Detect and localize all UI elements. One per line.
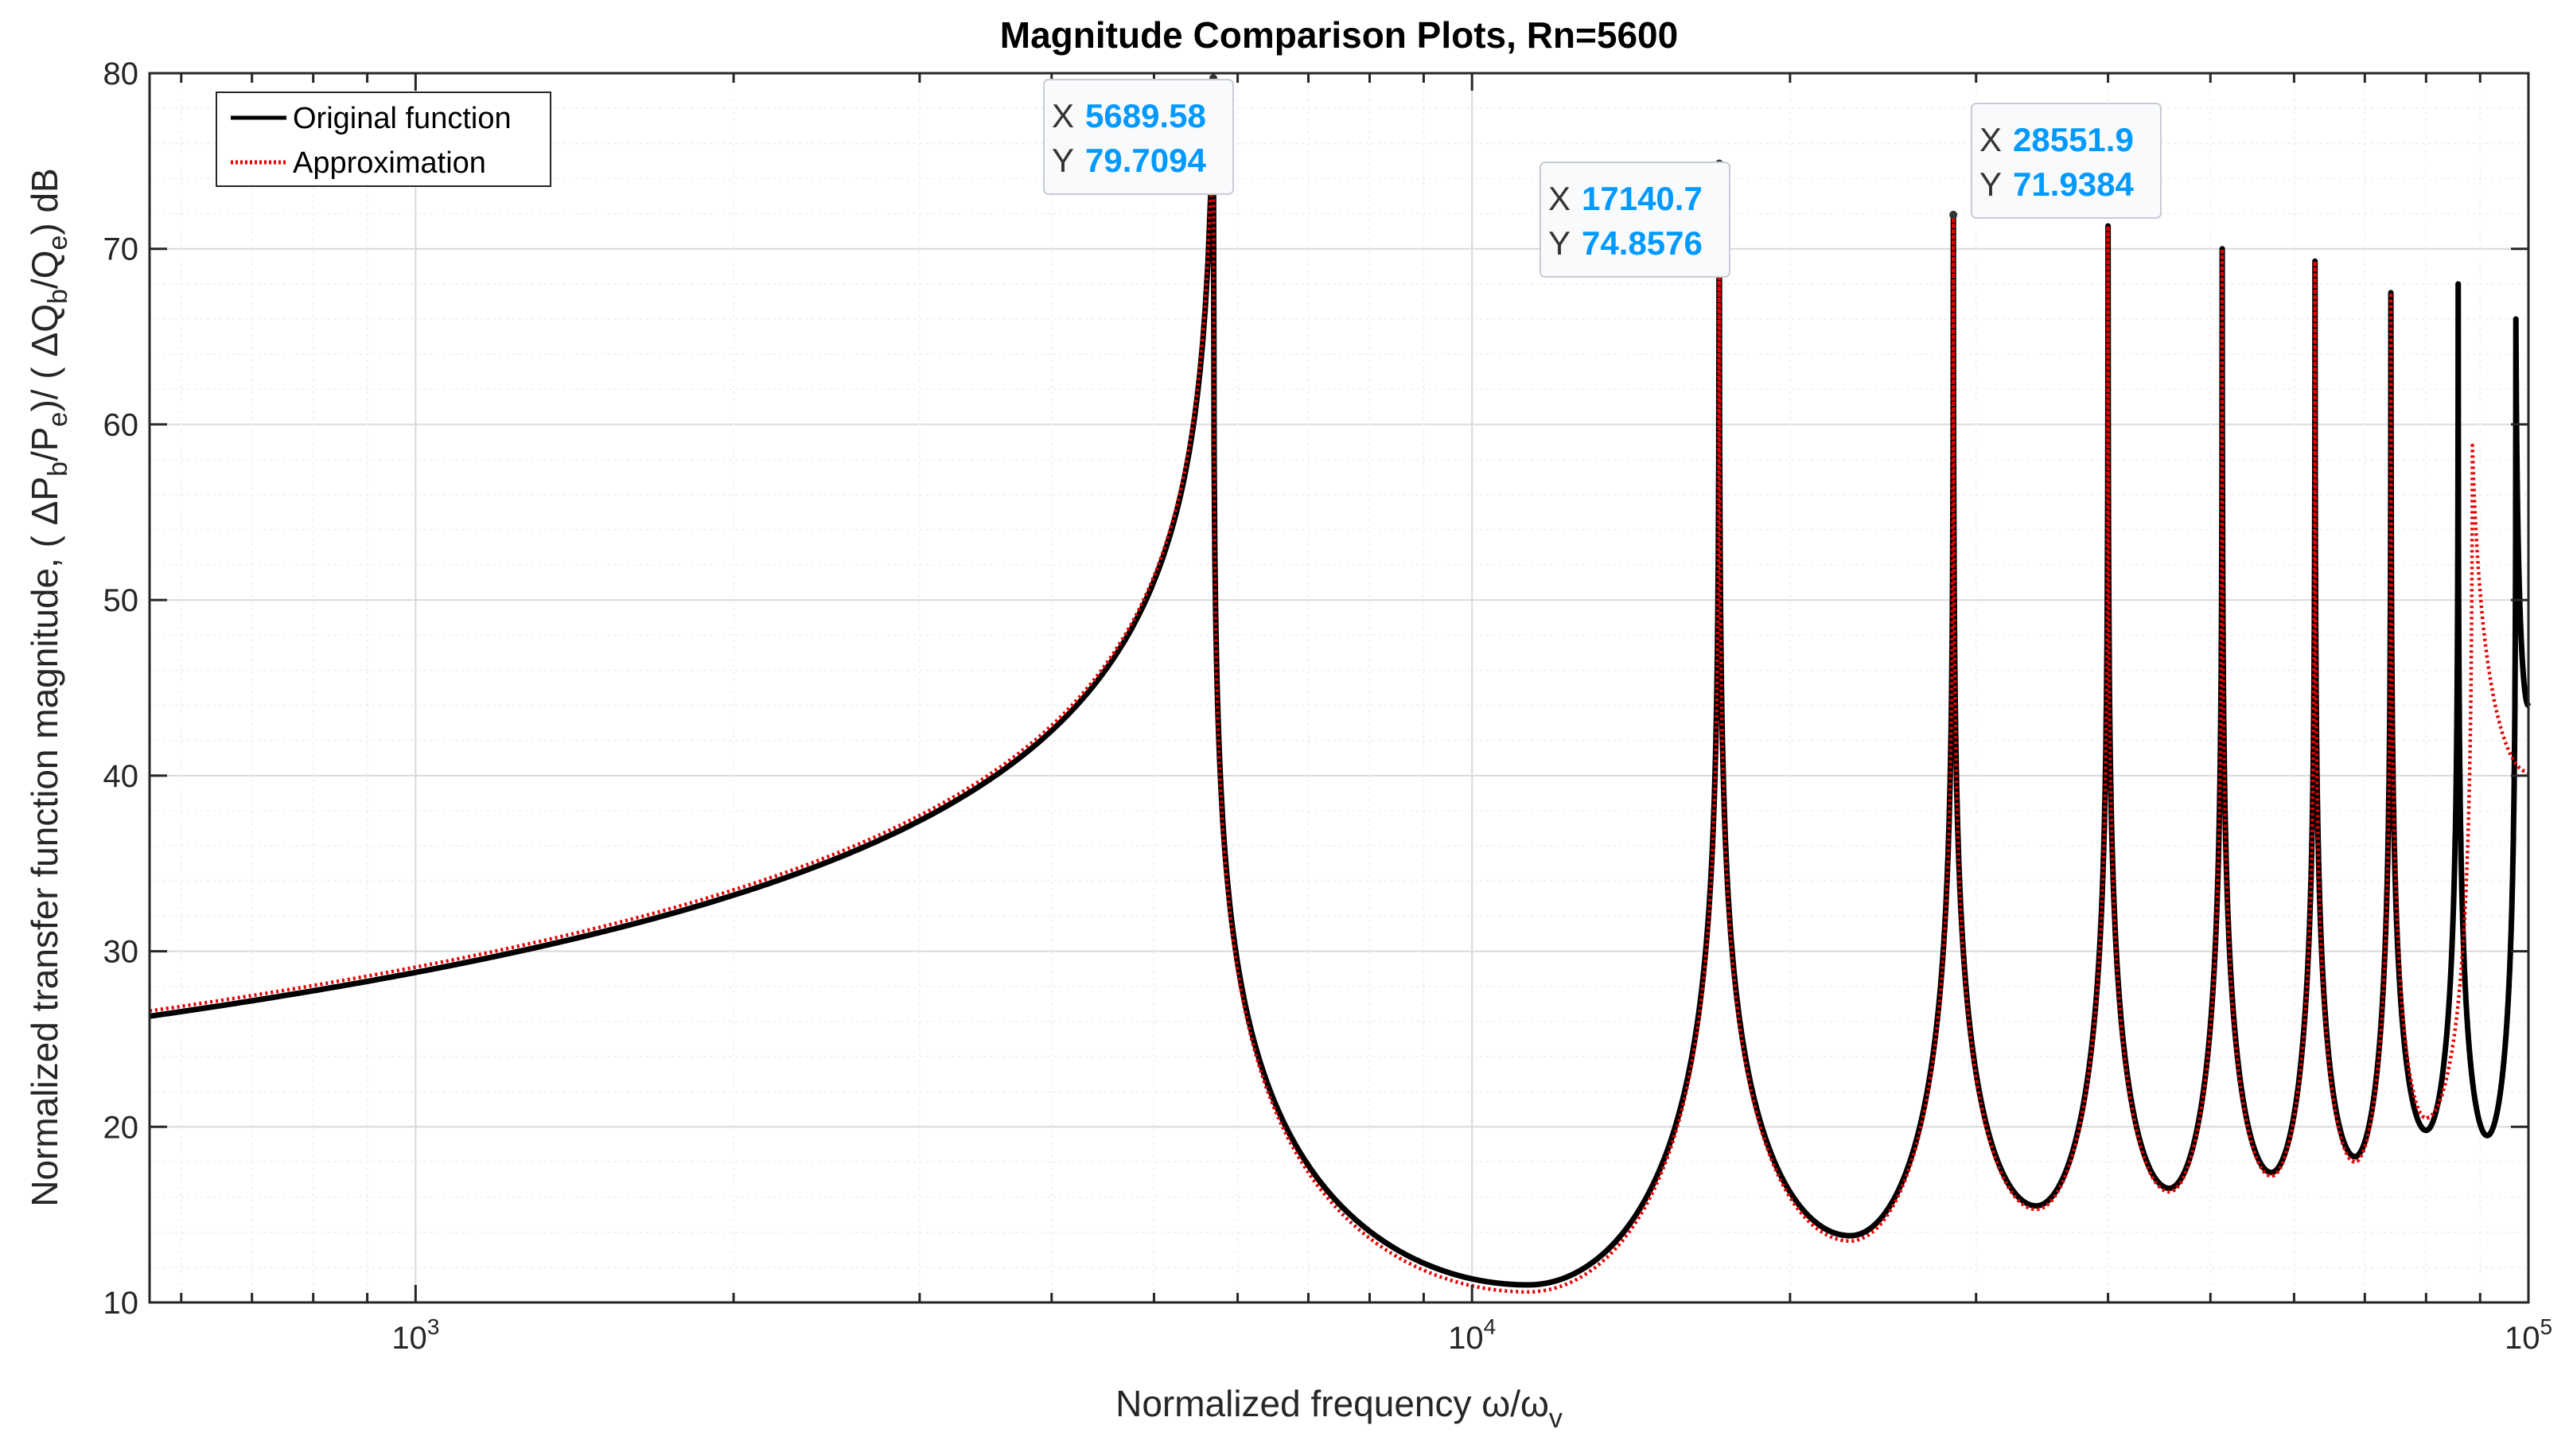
legend-label: Original function bbox=[293, 102, 512, 135]
plot-area bbox=[150, 73, 2528, 1302]
datatip-box bbox=[1540, 162, 1730, 278]
datatip-marker[interactable] bbox=[1949, 210, 1958, 219]
datatip-y-value: 71.9384 bbox=[2013, 165, 2134, 203]
y-tick-label: 30 bbox=[103, 935, 139, 970]
y-tick-label: 80 bbox=[103, 56, 139, 91]
datatip-x-key: X bbox=[1052, 97, 1074, 134]
datatip[interactable]: X 28551.9 Y 71.9384 bbox=[1971, 103, 2162, 219]
datatip-x-value: 5689.58 bbox=[1085, 97, 1206, 134]
legend-box bbox=[216, 91, 551, 187]
datatip-x-value: 28551.9 bbox=[2013, 121, 2134, 158]
x-tick-label: 104 bbox=[1448, 1314, 1496, 1356]
x-axis-label: Normalized frequency ω/ωv bbox=[1115, 1383, 1563, 1434]
grid-lines bbox=[150, 72, 2529, 1303]
chart-title: Magnitude Comparison Plots, Rn=5600 bbox=[1000, 14, 1678, 56]
legend-label: Approximation bbox=[293, 146, 486, 180]
y-tick-label: 60 bbox=[103, 407, 139, 442]
datatips[interactable]: X 5689.58 Y 79.7094 X 17140.7 Y 74.8576 X 28551.9… bbox=[1043, 74, 2162, 278]
datatip-box bbox=[1971, 103, 2162, 219]
datatip-y-value: 79.7094 bbox=[1085, 142, 1206, 179]
y-axis-label: Normalized transfer function magnitude, … bbox=[24, 168, 73, 1207]
datatip[interactable]: X 17140.7 Y 74.8576 bbox=[1540, 162, 1730, 278]
legend: Original function Approximation bbox=[216, 91, 551, 187]
y-tick-label: 20 bbox=[103, 1110, 139, 1145]
datatip[interactable]: X 5689.58 Y 79.7094 bbox=[1043, 79, 1234, 195]
y-tick-label: 10 bbox=[103, 1286, 139, 1321]
datatip-y-value: 74.8576 bbox=[1582, 224, 1703, 262]
datatip-x-key: X bbox=[1979, 121, 2002, 158]
datatip-x-value: 17140.7 bbox=[1582, 180, 1703, 217]
datatip-x-key: X bbox=[1548, 180, 1571, 217]
datatip-y-key: Y bbox=[1052, 142, 1074, 179]
series-layer bbox=[149, 75, 2532, 1294]
datatip-box bbox=[1043, 79, 1234, 195]
series-original-function-line bbox=[149, 75, 2532, 1288]
axis-ticks: 10 20 30 40 50 60 70 80 103 104 105 bbox=[103, 56, 2553, 1356]
datatip-y-key: Y bbox=[1548, 224, 1571, 262]
x-tick-label: 105 bbox=[2505, 1314, 2552, 1356]
x-tick-label: 103 bbox=[391, 1314, 439, 1356]
plot-border bbox=[148, 72, 2530, 1304]
series-approximation-line bbox=[149, 76, 2531, 1294]
y-tick-label: 70 bbox=[103, 232, 139, 267]
datatip-y-key: Y bbox=[1979, 165, 2002, 203]
y-tick-label: 50 bbox=[103, 583, 139, 618]
y-tick-label: 40 bbox=[103, 759, 139, 794]
